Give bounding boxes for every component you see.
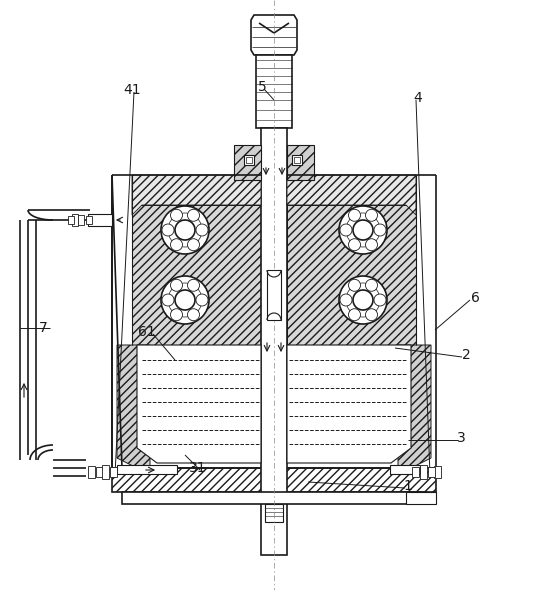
Circle shape <box>187 309 199 321</box>
Polygon shape <box>287 205 416 345</box>
Polygon shape <box>251 15 297 55</box>
Circle shape <box>170 279 182 291</box>
Circle shape <box>366 239 378 251</box>
Circle shape <box>196 224 208 236</box>
Circle shape <box>353 220 373 240</box>
Text: 61: 61 <box>138 325 156 339</box>
Bar <box>428 467 435 477</box>
Bar <box>267 270 281 320</box>
Bar <box>256 55 292 128</box>
Bar <box>112 468 436 492</box>
Text: 6: 6 <box>471 291 480 305</box>
Text: 4: 4 <box>414 91 423 105</box>
Bar <box>102 465 109 479</box>
Circle shape <box>161 206 209 254</box>
Polygon shape <box>398 345 431 468</box>
Polygon shape <box>137 345 261 463</box>
Text: 31: 31 <box>189 461 207 475</box>
Polygon shape <box>117 345 150 468</box>
Circle shape <box>340 224 352 236</box>
Text: 2: 2 <box>461 348 470 362</box>
Circle shape <box>349 279 361 291</box>
Circle shape <box>187 239 199 251</box>
Circle shape <box>340 294 352 306</box>
Bar <box>68 216 74 224</box>
Polygon shape <box>287 175 416 215</box>
Circle shape <box>374 224 386 236</box>
Bar <box>122 492 426 504</box>
Bar <box>390 465 420 474</box>
Circle shape <box>366 279 378 291</box>
Bar <box>234 145 261 180</box>
Text: 41: 41 <box>123 83 141 97</box>
Bar <box>412 467 419 477</box>
Bar <box>244 155 254 165</box>
Bar <box>96 467 103 477</box>
Circle shape <box>353 290 373 310</box>
Bar <box>265 504 283 522</box>
Circle shape <box>366 209 378 221</box>
Circle shape <box>170 209 182 221</box>
Circle shape <box>175 290 195 310</box>
Circle shape <box>374 294 386 306</box>
Bar <box>86 216 92 224</box>
Text: 1: 1 <box>403 479 413 493</box>
Bar <box>88 214 112 226</box>
Bar <box>292 155 302 165</box>
Circle shape <box>339 276 387 324</box>
Circle shape <box>349 309 361 321</box>
Circle shape <box>349 239 361 251</box>
Circle shape <box>170 309 182 321</box>
Bar <box>117 465 177 474</box>
Circle shape <box>162 294 174 306</box>
Bar <box>110 467 117 477</box>
Bar <box>294 157 300 163</box>
Circle shape <box>366 309 378 321</box>
Bar <box>78 215 84 225</box>
Circle shape <box>339 206 387 254</box>
Circle shape <box>170 239 182 251</box>
Circle shape <box>161 276 209 324</box>
Polygon shape <box>287 345 411 463</box>
Text: 5: 5 <box>258 80 266 94</box>
Circle shape <box>187 209 199 221</box>
Bar <box>246 157 252 163</box>
Polygon shape <box>132 175 261 215</box>
Bar <box>406 492 436 504</box>
Bar <box>261 128 287 555</box>
Circle shape <box>162 224 174 236</box>
Circle shape <box>175 220 195 240</box>
Circle shape <box>196 294 208 306</box>
Bar <box>72 214 78 226</box>
Bar <box>434 466 441 478</box>
Polygon shape <box>132 205 261 345</box>
Circle shape <box>187 279 199 291</box>
Circle shape <box>349 209 361 221</box>
Bar <box>420 465 427 479</box>
Text: 3: 3 <box>456 431 465 445</box>
Bar <box>287 145 314 180</box>
Bar <box>88 466 95 478</box>
Text: 7: 7 <box>38 321 47 335</box>
